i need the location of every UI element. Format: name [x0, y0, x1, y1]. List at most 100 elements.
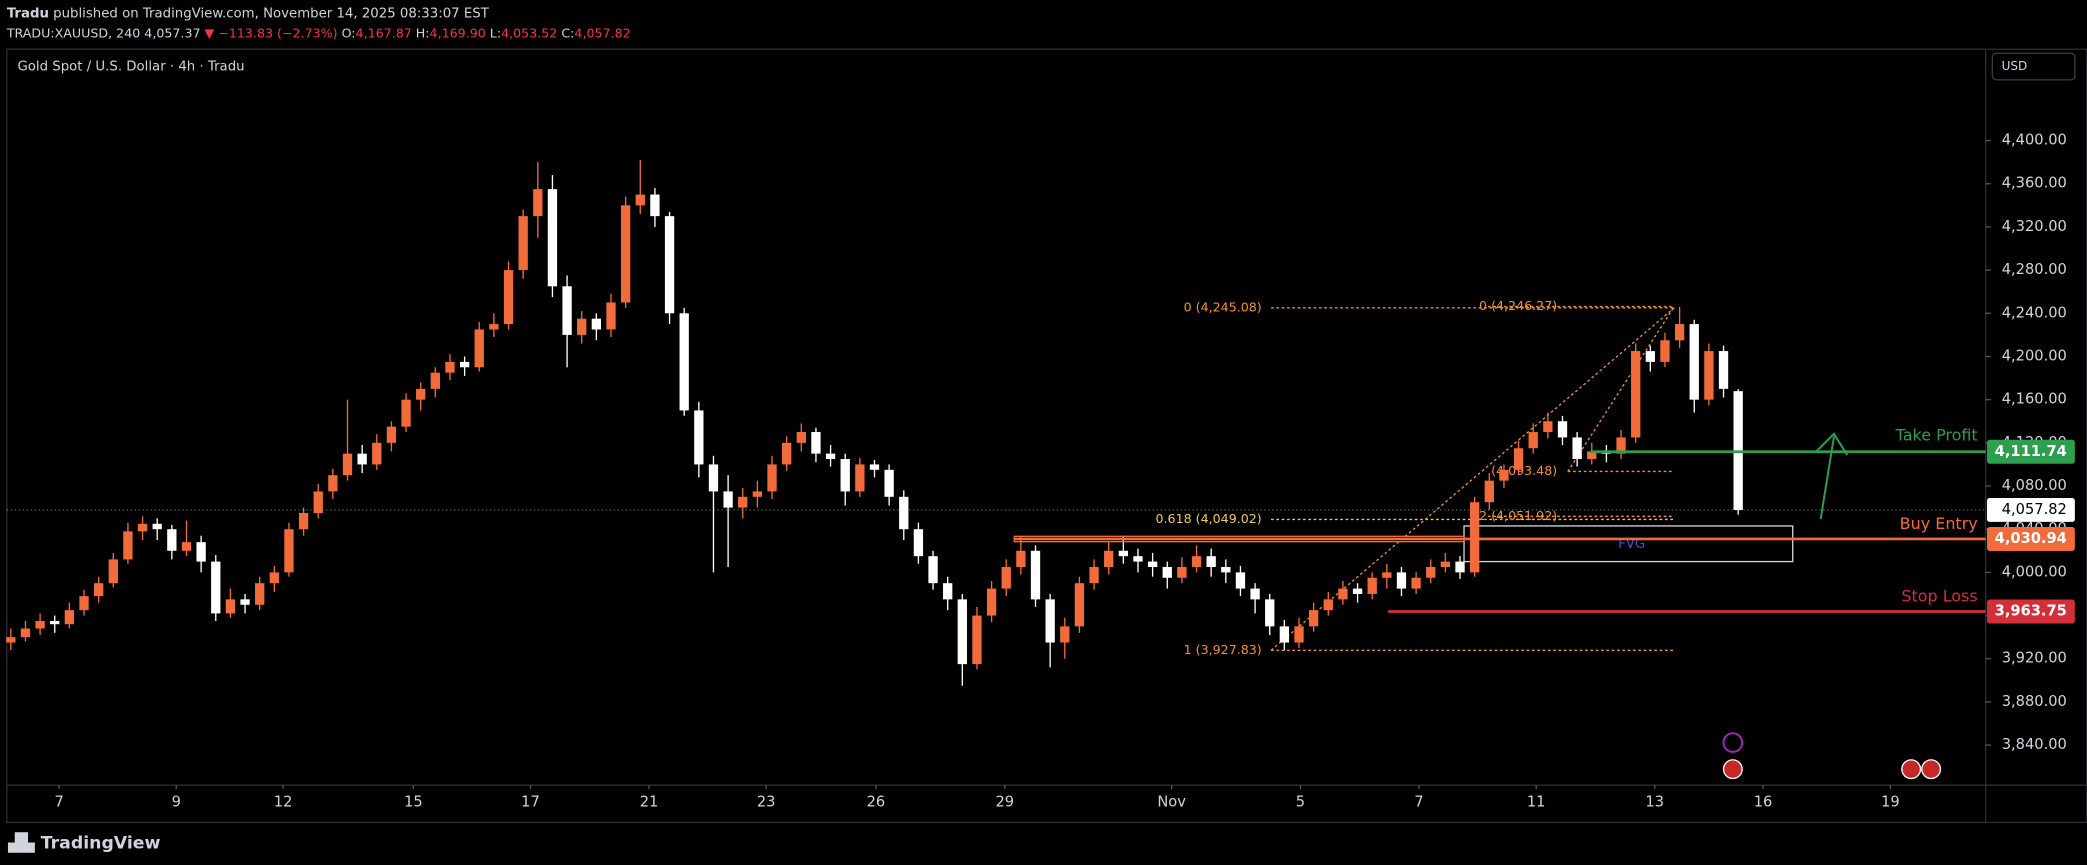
candle-body: [255, 583, 265, 605]
candle-body: [533, 189, 543, 217]
candle-body: [591, 318, 602, 330]
candle-body: [1352, 588, 1363, 594]
fib-label: 0 (4,245.08): [1184, 299, 1262, 314]
header-line: Tradu published on TradingView.com, Nove…: [7, 6, 490, 21]
candle-body: [196, 542, 206, 562]
currency-box[interactable]: [1991, 52, 2076, 81]
x-tick-label: 7: [1414, 793, 1423, 810]
candle-body: [1631, 351, 1641, 438]
candle-body: [1572, 437, 1582, 460]
candle-body: [1001, 566, 1011, 589]
candle-body: [518, 216, 528, 271]
candle-body: [943, 583, 953, 600]
candle-body: [459, 361, 470, 368]
candle-body: [1191, 556, 1202, 567]
candle-body: [1718, 351, 1729, 389]
candle-body: [1440, 561, 1451, 567]
candle-body: [1089, 566, 1099, 584]
x-tick-label: 23: [757, 793, 776, 810]
fib-label: 0 (4,246.27): [1479, 298, 1557, 313]
candle-body: [269, 572, 279, 584]
candle-body: [313, 491, 323, 514]
candle-body: [1426, 566, 1436, 578]
fvg-label: FVG: [1618, 537, 1645, 552]
symbol: TRADU:XAUUSD, 240: [6, 25, 140, 40]
candle-body: [1587, 451, 1597, 460]
level-price-label: 4,030.94: [1995, 530, 2067, 547]
candle-body: [825, 453, 836, 460]
event-icon[interactable]: [1722, 732, 1744, 753]
candle-body: [1074, 583, 1085, 627]
current-price-label: 4,057.82: [2002, 501, 2067, 518]
candle-body: [1294, 626, 1304, 643]
x-tick-label: 5: [1296, 793, 1305, 810]
y-tick-label: 4,400.00: [2002, 132, 2067, 149]
candle-body: [1689, 324, 1699, 400]
candle-body: [547, 189, 558, 287]
candle-body: [167, 529, 177, 551]
y-tick-label: 4,200.00: [2002, 347, 2067, 364]
event-icon[interactable]: [1901, 759, 1922, 780]
last: 4,057.37: [144, 25, 200, 40]
candle-body: [298, 513, 309, 530]
candle-body: [1177, 566, 1187, 578]
target-arrow: [1814, 432, 1849, 520]
candle-body: [64, 610, 75, 625]
candle-body: [1557, 421, 1568, 438]
h-key: H:: [416, 25, 430, 40]
candle-body: [152, 523, 162, 530]
candle-body: [811, 432, 821, 454]
candle-body: [1338, 588, 1348, 600]
change: ▼ −113.83 (−2.73%): [205, 25, 338, 40]
candle-body: [211, 561, 221, 614]
y-tick-label: 4,360.00: [2002, 175, 2067, 192]
candle-body: [416, 388, 426, 400]
l-val: 4,053.52: [501, 25, 557, 40]
candle-body: [1543, 421, 1553, 433]
candle-body: [20, 628, 31, 638]
event-icon[interactable]: [1722, 759, 1743, 780]
fib-label: 0.618 (4,049.02): [1156, 511, 1262, 526]
level-price-box: [1987, 439, 2075, 464]
candle-body: [972, 615, 982, 665]
current-price-box: [1987, 497, 2075, 522]
candle-body: [986, 588, 997, 616]
candle-body: [1060, 626, 1070, 643]
candle-body: [562, 286, 572, 335]
candle-body: [108, 559, 118, 584]
x-tick-label: 17: [521, 793, 540, 810]
c-val: 4,057.82: [574, 25, 630, 40]
candle-body: [1645, 351, 1655, 362]
x-tick-label: 9: [172, 793, 181, 810]
candle-body: [123, 531, 133, 560]
brand-logo: ▟▙ TradingView: [8, 832, 160, 854]
candle-body: [723, 491, 733, 508]
fib-label: 1 (3,927.83): [1184, 642, 1262, 657]
level-name: Take Profit: [1895, 425, 1978, 444]
candle-body: [913, 529, 924, 557]
event-icon[interactable]: [1921, 759, 1942, 780]
candle-body: [650, 194, 660, 217]
candle-body: [1513, 448, 1524, 470]
candle-body: [79, 596, 89, 611]
candle-body: [884, 469, 894, 497]
candle-body: [782, 442, 792, 465]
fib-trend: [1567, 306, 1675, 472]
x-tick-label: Nov: [1157, 793, 1186, 810]
candle-body: [1118, 550, 1129, 557]
o-key: O:: [342, 25, 356, 40]
candle-body: [1250, 588, 1260, 600]
candle-body: [1162, 566, 1172, 578]
x-tick-label: 16: [1754, 793, 1773, 810]
candle-body: [489, 324, 499, 330]
candle-body: [328, 475, 338, 492]
level-name: Stop Loss: [1901, 586, 1977, 605]
candle-body: [1279, 626, 1290, 643]
candle-body: [1660, 340, 1670, 362]
candle-body: [401, 399, 411, 427]
x-tick-label: 11: [1527, 793, 1546, 810]
candle-body: [899, 496, 909, 530]
candle-body: [50, 620, 60, 625]
y-tick-label: 4,280.00: [2002, 261, 2067, 278]
candle-body: [1616, 437, 1626, 454]
